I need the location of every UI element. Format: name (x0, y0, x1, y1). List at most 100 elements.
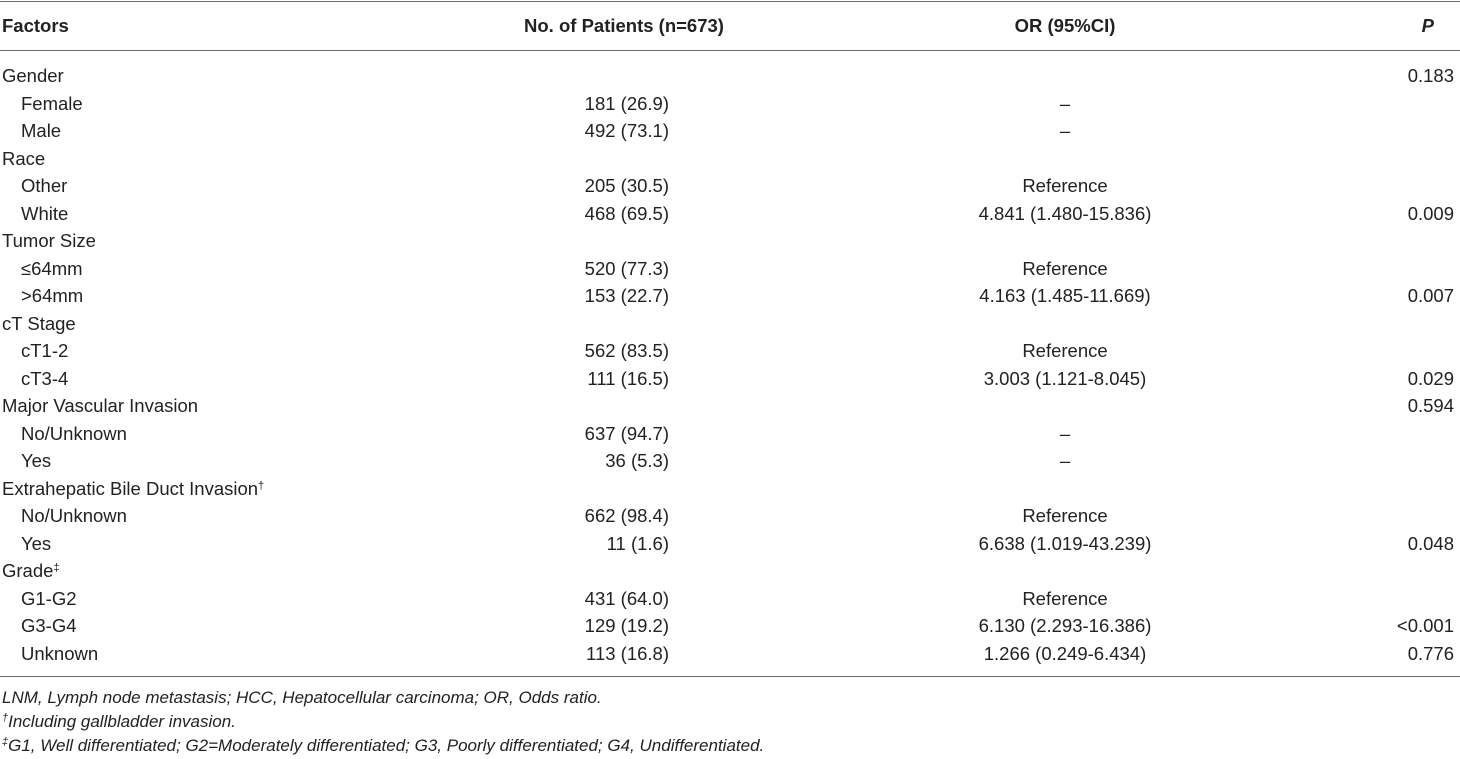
table-row: White 468 (69.5) 4.841 (1.480-15.836) 0.009 (0, 200, 1460, 228)
factor-cell: Grade‡ (2, 557, 60, 585)
patients-cell: 36 (5.3) (605, 450, 669, 471)
patients-cell: 111 (16.5) (587, 367, 669, 389)
p-value-cell: 0.776 (1407, 642, 1454, 664)
footnote-double-dagger-mark: ‡ (2, 735, 9, 748)
patients-cell: 11 (1.6) (606, 532, 669, 554)
patients-cell: 113 (16.8) (586, 642, 669, 664)
factor-cell: Yes (21, 530, 51, 558)
factor-label: Gender (2, 65, 64, 86)
table-top-rule (0, 1, 1460, 2)
table-bottom-rule (0, 676, 1460, 677)
table-row: >64mm 153 (22.7) 4.163 (1.485-11.669) 0.007 (0, 282, 1460, 310)
table-row: No/Unknown 637 (94.7) – (0, 420, 1460, 448)
factor-label: Yes (21, 450, 52, 471)
patients-cell: 181 (26.9) (584, 92, 669, 114)
patients-cell: 662 (98.4) (584, 505, 669, 526)
factor-cell: Yes (21, 447, 51, 475)
factor-label: No/Unknown (21, 505, 127, 526)
table-group-row: Extrahepatic Bile Duct Invasion† (0, 475, 1460, 503)
p-value-cell: 0.029 (1407, 367, 1454, 389)
factor-cell: No/Unknown (21, 420, 127, 448)
footnote-dagger-text: Including gallbladder invasion. (8, 712, 236, 731)
factor-label: Yes (21, 532, 52, 554)
odds-ratio-cell: 6.638 (1.019-43.239) (978, 532, 1152, 554)
footnote-dagger: †Including gallbladder invasion. (2, 711, 236, 733)
factor-cell: Tumor Size (2, 227, 96, 255)
table-row: ≤64mm 520 (77.3) Reference (0, 255, 1460, 283)
patients-cell: 520 (77.3) (584, 257, 669, 279)
factor-cell: Race (2, 145, 45, 173)
table-row: Yes 11 (1.6) 6.638 (1.019-43.239) 0.048 (0, 530, 1460, 558)
factor-cell: Female (21, 90, 83, 118)
header-factors: Factors (2, 15, 69, 36)
factor-label: Extrahepatic Bile Duct Invasion (2, 477, 259, 499)
p-value-cell: 0.183 (1407, 65, 1454, 86)
factor-label: G1-G2 (21, 587, 77, 609)
factor-cell: >64mm (21, 282, 83, 310)
table-row: cT1-2 562 (83.5) Reference (0, 337, 1460, 365)
table-row: Unknown 113 (16.8) 1.266 (0.249-6.434) 0.77… (0, 640, 1460, 668)
odds-ratio-cell: 6.130 (2.293-16.386) (978, 615, 1152, 636)
patients-cell: 492 (73.1) (584, 120, 669, 141)
factor-label: Major Vascular Invasion (2, 395, 199, 416)
p-value-cell: 0.594 (1407, 395, 1454, 416)
odds-ratio-cell: Reference (1022, 340, 1108, 361)
header-p-value: P (1421, 15, 1434, 36)
factor-label: Female (21, 92, 83, 114)
factor-label: White (21, 202, 69, 224)
footnote-dagger-mark: † (2, 711, 9, 724)
odds-ratio-cell: – (1059, 450, 1071, 471)
p-value-cell: 0.009 (1407, 202, 1454, 224)
table-row: Male 492 (73.1) – (0, 117, 1460, 145)
table-row: No/Unknown 662 (98.4) Reference (0, 502, 1460, 530)
factor-cell: Male (21, 117, 61, 145)
factor-cell: G3-G4 (21, 612, 77, 640)
factor-cell: Extrahepatic Bile Duct Invasion† (2, 475, 264, 503)
factor-cell: cT Stage (2, 310, 76, 338)
factor-label: cT3-4 (21, 367, 69, 389)
patients-cell: 431 (64.0) (584, 587, 669, 609)
patients-cell: 468 (69.5) (584, 202, 669, 224)
factor-cell: Major Vascular Invasion (2, 392, 198, 420)
factor-cell: G1-G2 (21, 585, 77, 613)
factor-cell: cT3-4 (21, 365, 68, 393)
table-group-row: Major Vascular Invasion 0.594 (0, 392, 1460, 420)
table-group-row: Gender 0.183 (0, 62, 1460, 90)
odds-ratio-cell: Reference (1022, 175, 1108, 196)
table-row: cT3-4 111 (16.5) 3.003 (1.121-8.045) 0.029 (0, 365, 1460, 393)
table-body: Gender 0.183 Female 181 (26.9) – Male 492 (73.… (0, 62, 1460, 667)
factor-label: No/Unknown (21, 422, 127, 444)
odds-ratio-cell: – (1059, 120, 1071, 141)
patients-cell: 129 (19.2) (584, 615, 669, 636)
factor-label: cT1-2 (21, 340, 69, 361)
table-row: Other 205 (30.5) Reference (0, 172, 1460, 200)
factor-cell: Unknown (21, 640, 98, 668)
p-value-cell: <0.001 (1396, 615, 1454, 636)
odds-ratio-cell: Reference (1022, 505, 1108, 526)
table-row: G1-G2 431 (64.0) Reference (0, 585, 1460, 613)
odds-ratio-cell: Reference (1022, 257, 1108, 279)
factor-cell: No/Unknown (21, 502, 127, 530)
factor-cell: cT1-2 (21, 337, 68, 365)
p-value-cell: 0.048 (1407, 532, 1454, 554)
table-row: G3-G4 129 (19.2) 6.130 (2.293-16.386) <0.00… (0, 612, 1460, 640)
header-odds-ratio: OR (95%CI) (1014, 15, 1116, 36)
odds-ratio-cell: 3.003 (1.121-8.045) (983, 367, 1147, 389)
factor-cell: White (21, 200, 68, 228)
factor-cell: Gender (2, 62, 64, 90)
odds-ratio-cell: – (1059, 422, 1071, 444)
factor-label: cT Stage (2, 312, 76, 334)
factor-label: >64mm (21, 285, 84, 306)
footnote-abbreviations: LNM, Lymph node metastasis; HCC, Hepatoc… (2, 688, 602, 707)
odds-ratio-cell: Reference (1022, 587, 1108, 609)
factor-cell: Other (21, 172, 67, 200)
factor-label: Grade (2, 560, 54, 581)
factor-label: Tumor Size (2, 230, 96, 251)
factor-label: G3-G4 (21, 615, 77, 636)
factor-cell: ≤64mm (21, 255, 83, 283)
footnote-double-dagger: ‡G1, Well differentiated; G2=Moderately … (2, 735, 764, 757)
p-value-cell: 0.007 (1407, 285, 1454, 306)
table-group-row: Grade‡ (0, 557, 1460, 585)
factor-label: Unknown (21, 642, 99, 664)
table-group-row: Tumor Size (0, 227, 1460, 255)
